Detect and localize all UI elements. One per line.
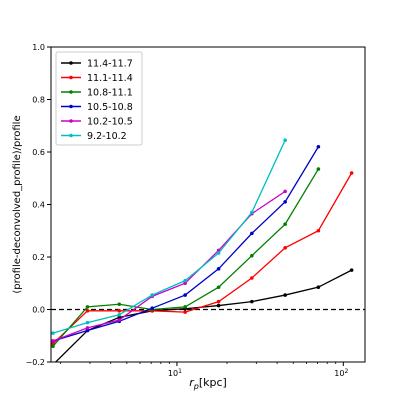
series-point <box>250 231 254 236</box>
series-point <box>85 320 90 325</box>
y-axis-label: (profile-deconvolved_profile)/profile <box>12 115 23 293</box>
legend-marker <box>69 90 73 94</box>
series-point <box>183 310 187 314</box>
series-line-1 <box>52 172 353 345</box>
y-tick-label: −0.2 <box>26 358 45 367</box>
series-point <box>117 315 122 320</box>
y-tick-label: 0.2 <box>32 253 45 262</box>
legend-marker <box>69 119 73 123</box>
series-point <box>216 285 221 289</box>
legend-marker <box>69 104 73 109</box>
series-point <box>85 305 90 309</box>
series-group <box>51 138 354 367</box>
legend-label: 9.2-10.2 <box>87 131 127 142</box>
series-point <box>85 309 90 313</box>
series-point <box>283 138 287 142</box>
series-point <box>183 293 187 297</box>
series-point <box>117 318 122 322</box>
plot-frame <box>50 46 366 363</box>
series-point <box>85 326 90 330</box>
series-point <box>250 299 254 304</box>
series-point <box>283 222 287 226</box>
x-axis-label: rp[kpc] <box>189 376 227 391</box>
x-tick-label: 102 <box>334 368 348 378</box>
series-point <box>283 189 287 194</box>
y-tick-label: 0.8 <box>32 96 45 105</box>
y-tick-label: 0.6 <box>32 148 45 157</box>
series-point <box>283 200 287 204</box>
legend-label: 11.4-11.7 <box>87 59 133 70</box>
y-tick-label: 0.0 <box>32 306 45 315</box>
legend-marker <box>69 75 73 80</box>
series-point <box>316 228 321 233</box>
series-point <box>51 344 55 349</box>
series-point <box>183 305 187 309</box>
series-point <box>250 276 254 280</box>
series-point <box>316 167 321 171</box>
series-point <box>283 246 287 250</box>
series-point <box>216 267 221 271</box>
series-point <box>117 309 122 313</box>
series-point <box>117 302 122 307</box>
legend: 11.4-11.7 11.1-11.4 10.8-11.1 10.5-10.8 10.2… <box>55 51 143 146</box>
plot-area <box>50 46 366 367</box>
series-point <box>216 303 221 308</box>
series-point <box>51 331 55 335</box>
y-ticks: −0.2 0.0 0.2 0.4 0.6 0.8 1.0 <box>26 43 51 367</box>
series-point <box>316 144 321 149</box>
legend-box <box>55 51 143 146</box>
series-point <box>51 363 55 367</box>
series-point <box>183 281 187 286</box>
series-point <box>150 306 154 310</box>
series-line-5 <box>52 139 286 334</box>
series-point <box>316 285 321 289</box>
legend-marker <box>69 61 73 65</box>
series-point <box>183 278 187 283</box>
legend-marker <box>69 133 73 138</box>
series-point <box>283 293 287 297</box>
y-tick-label: 0.4 <box>32 201 45 210</box>
legend-label: 10.2-10.5 <box>87 117 133 128</box>
series-line-0 <box>54 269 352 362</box>
series-point <box>250 210 254 215</box>
series-point <box>117 312 122 317</box>
series-point <box>85 328 90 333</box>
series-point <box>51 339 55 343</box>
x-axis-label-group: rp[kpc] <box>189 376 227 391</box>
series-point <box>216 251 221 255</box>
legend-label: 10.8-11.1 <box>87 88 133 99</box>
series-point <box>216 299 221 304</box>
series-point <box>250 253 254 258</box>
y-tick-label: 1.0 <box>32 43 45 52</box>
legend-label: 10.5-10.8 <box>87 102 133 113</box>
series-point <box>150 293 154 297</box>
legend-label: 11.1-11.4 <box>87 73 133 84</box>
series-point <box>349 171 354 175</box>
x-tick-label: 101 <box>168 368 182 378</box>
series-point <box>349 268 354 272</box>
y-axis-label-group: (profile-deconvolved_profile)/profile <box>12 115 23 293</box>
